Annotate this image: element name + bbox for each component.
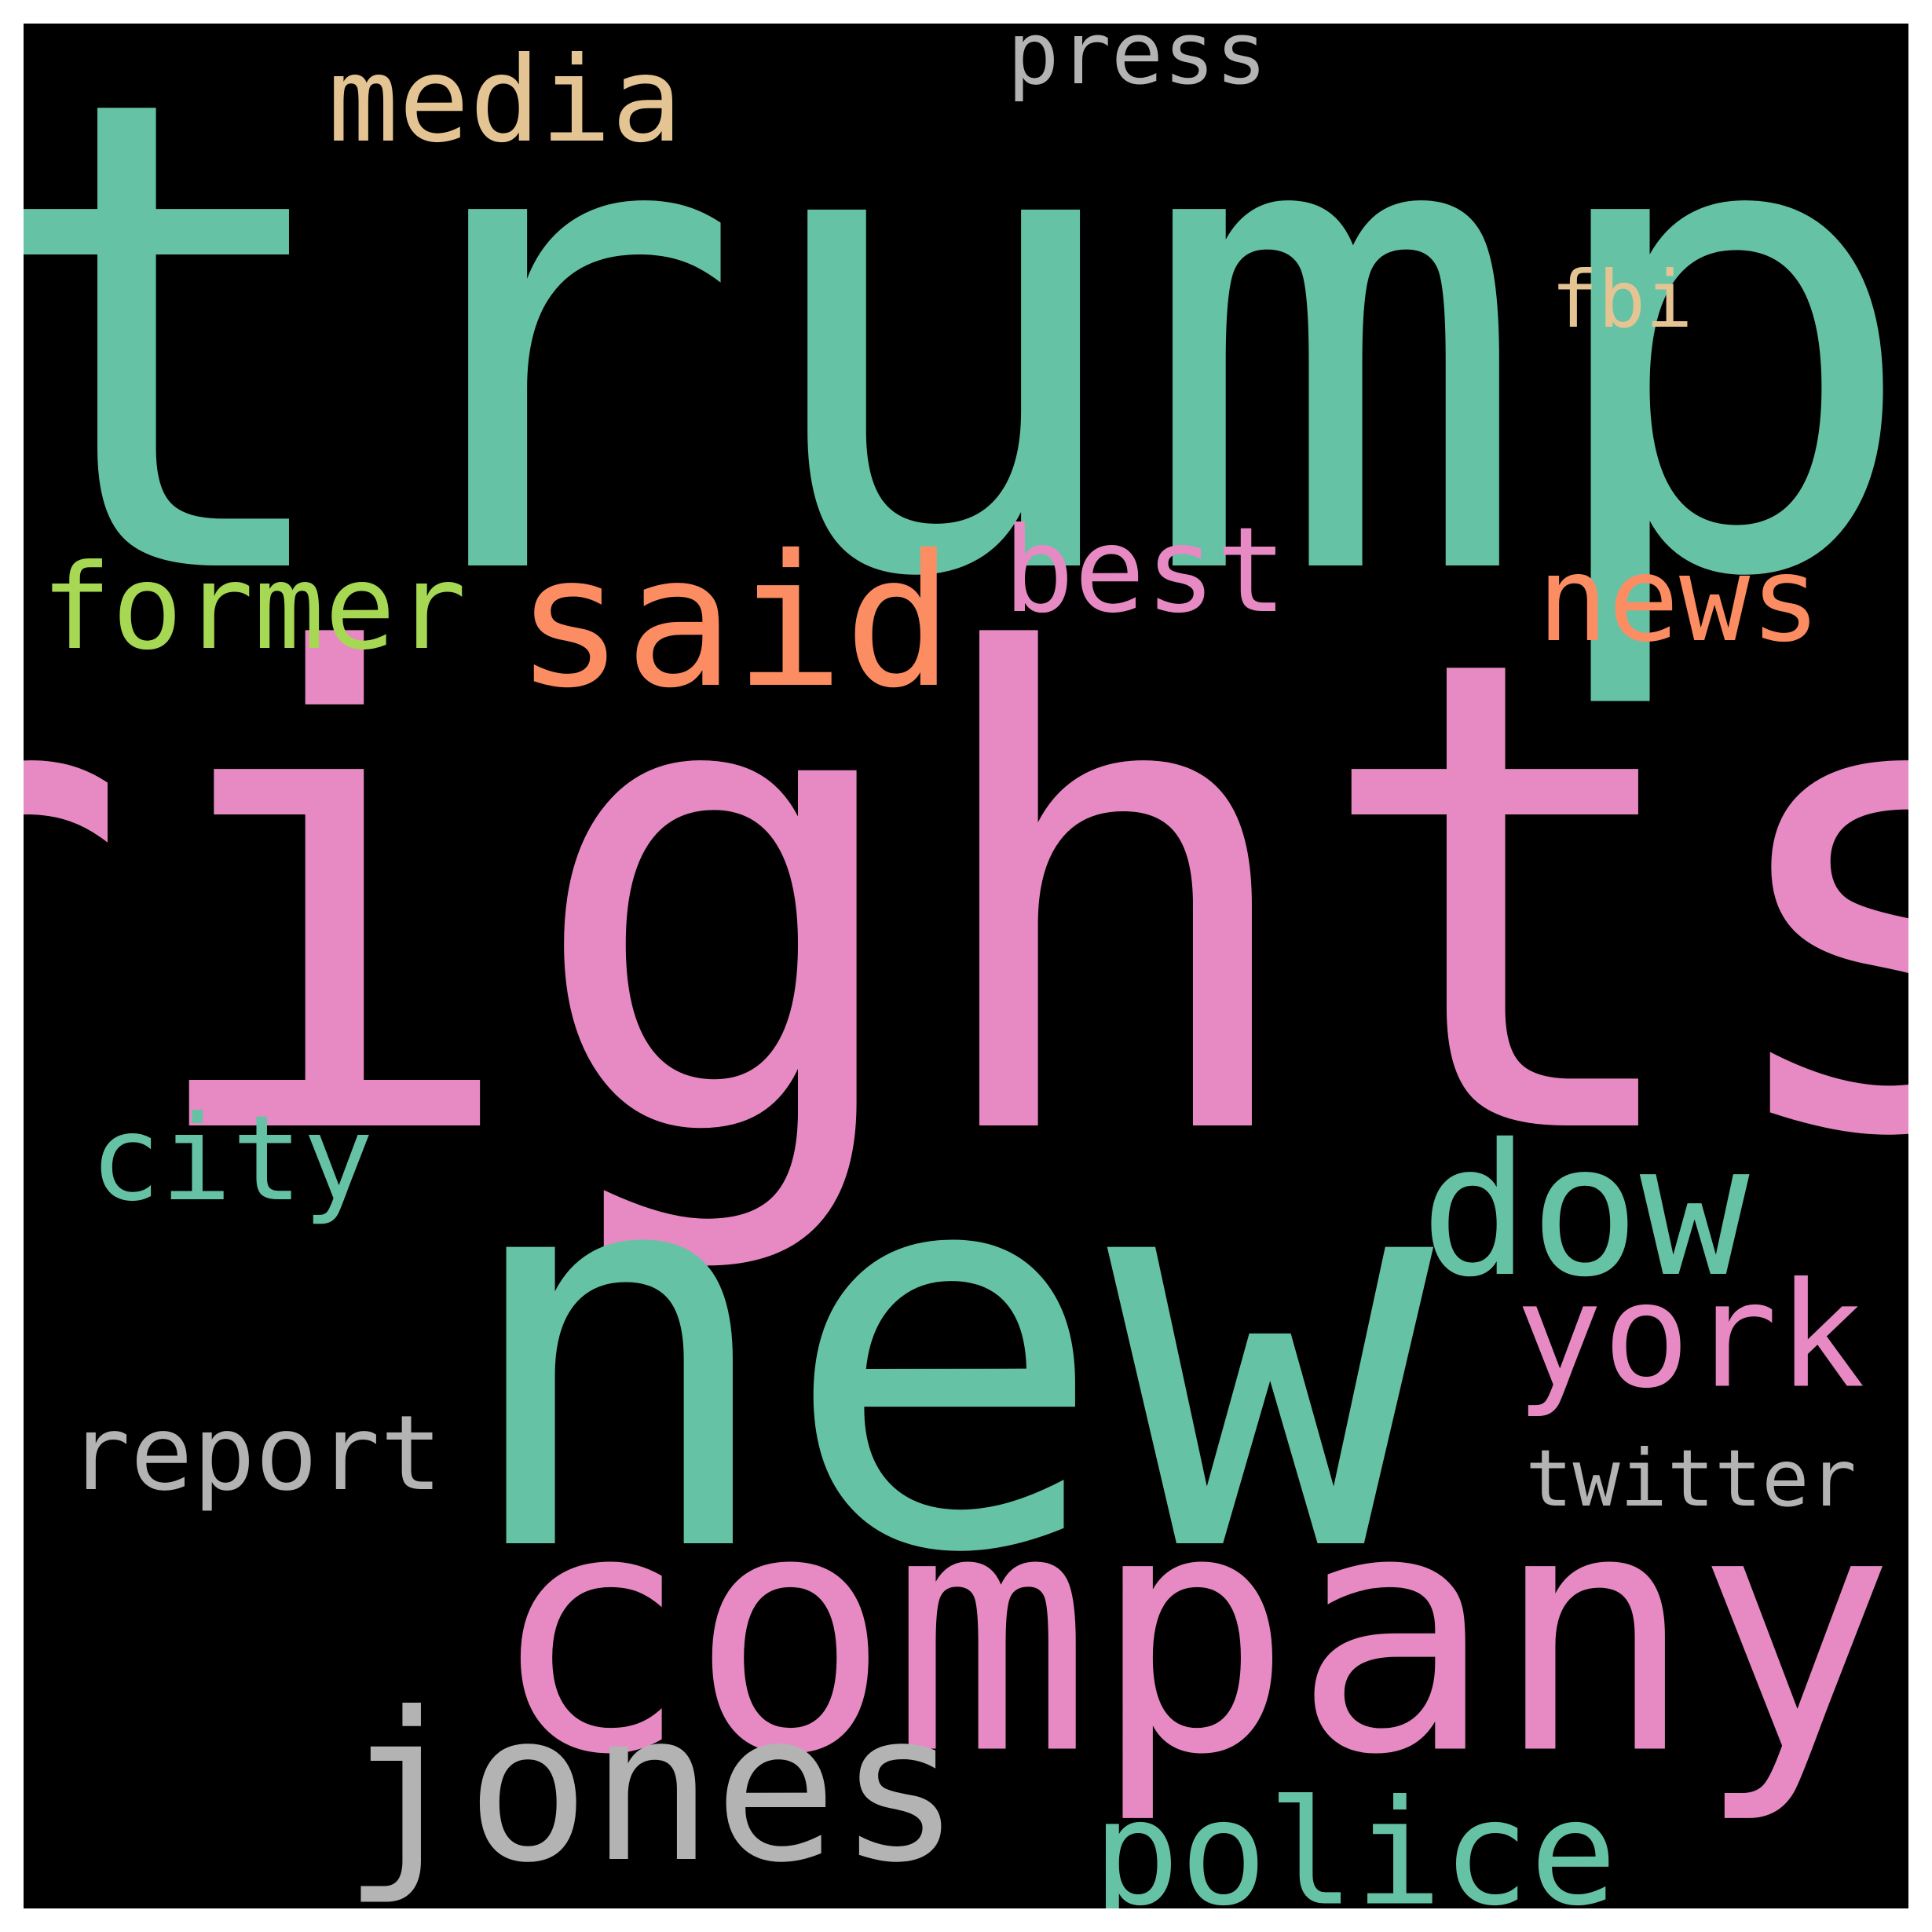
word-twitter: twitter [1525, 1433, 1857, 1524]
word-press: press [1007, 24, 1268, 104]
word-jones: jones [342, 1668, 962, 1908]
word-company: company [488, 1440, 1896, 1828]
word-media: media [327, 32, 682, 169]
word-cloud: trump rights new company jones said dow … [24, 24, 1908, 1908]
word-york: york [1515, 1250, 1865, 1421]
word-rights: rights [24, 521, 1908, 1279]
word-former: former [41, 540, 467, 676]
word-dow: dow [1420, 1105, 1750, 1317]
word-report: report [68, 1393, 443, 1514]
word-fbi: fbi [1550, 254, 1693, 346]
word-city: city [90, 1091, 374, 1228]
word-said: said [514, 516, 954, 728]
word-trump: trump [24, 24, 1908, 719]
word-news: news [1537, 532, 1821, 668]
word-new: new [454, 1041, 1434, 1671]
word-police: police [1092, 1768, 1618, 1908]
word-best: best [1003, 503, 1287, 639]
